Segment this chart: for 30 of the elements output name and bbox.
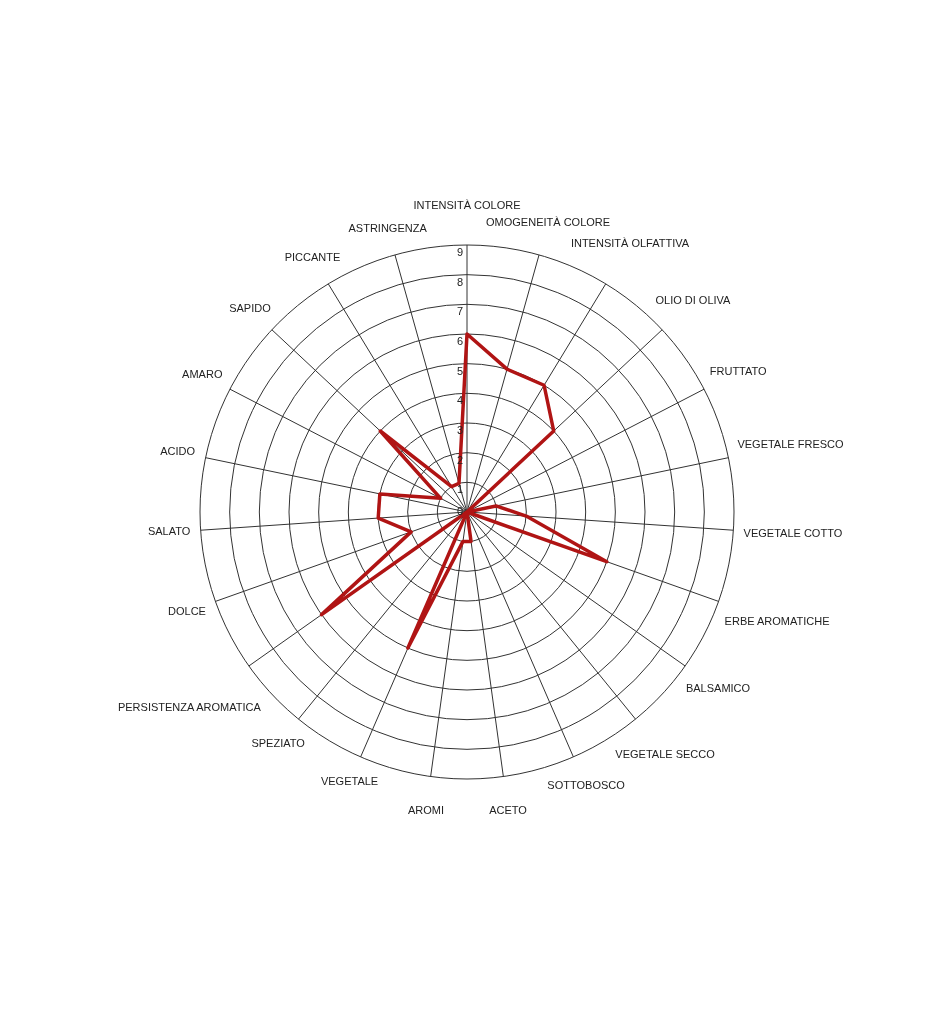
spoke-label: OLIO DI OLIVA [655, 294, 732, 306]
spoke-label: VEGETALE [320, 775, 379, 788]
spoke-label: OMOGENEITÀ COLORE [486, 215, 611, 228]
y-tick-label: 8 [456, 275, 463, 288]
y-tick-label: 7 [456, 305, 463, 318]
y-tick-label: 5 [456, 364, 463, 377]
y-tick-label: 0 [456, 505, 463, 518]
spoke-label: AROMI [407, 803, 444, 816]
y-tick-label: 6 [456, 335, 463, 348]
spoke-label: ACIDO [160, 444, 196, 457]
spoke-label: SALATO [147, 525, 191, 538]
spoke-label: FRUTTATO [709, 364, 768, 377]
spoke-label: PERSISTENZA AROMATICA [117, 701, 262, 714]
spoke-label: VEGETALE FRESCO [737, 437, 844, 450]
spoke-label: BALSAMICO [685, 682, 751, 695]
spoke-label: ASTRINGENZA [348, 221, 428, 234]
spoke-label: ACETO [489, 803, 528, 816]
spoke-label: DOLCE [168, 604, 206, 617]
y-tick-label: 1 [456, 483, 463, 496]
spoke-label: SOTTOBOSCO [547, 779, 626, 792]
spoke-label: INTENSITÀ OLFATTIVA [570, 237, 690, 250]
spoke-label: INTENSITÀ COLORE [413, 199, 521, 212]
spoke-label: AMARO [182, 367, 223, 380]
spoke-label: PICCANTE [284, 250, 341, 263]
spoke-label: SPEZIATO [251, 737, 306, 750]
spoke-label: VEGETALE COTTO [743, 527, 843, 540]
spoke-label: SAPIDO [229, 302, 272, 315]
y-tick-label: 9 [456, 246, 463, 259]
spoke-label: ERBE AROMATICHE [724, 615, 830, 628]
spoke-label: VEGETALE SECCO [615, 748, 716, 761]
